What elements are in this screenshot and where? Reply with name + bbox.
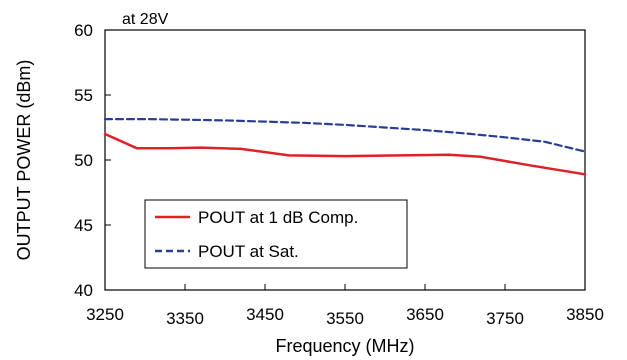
y-axis-label: OUTPUT POWER (dBm) [14,60,34,261]
x-tick-label: 3350 [166,309,204,328]
y-tick-label: 60 [74,21,93,40]
x-tick-label: 3650 [406,305,444,324]
x-tick-label: 3550 [326,309,364,328]
x-tick-label: 3250 [86,305,124,324]
legend: POUT at 1 dB Comp. POUT at Sat. [144,199,408,269]
y-tick-label: 45 [74,216,93,235]
y-axis: 40 45 50 55 60 [74,21,111,300]
y-tick-label: 50 [74,151,93,170]
legend-box [144,199,408,269]
series-lines [103,117,587,176]
y-tick-label: 40 [74,281,93,300]
legend-label: POUT at 1 dB Comp. [198,208,358,227]
x-tick-label: 3850 [566,305,604,324]
x-tick-label: 3450 [246,305,284,324]
x-axis-label: Frequency (MHz) [275,336,414,356]
x-axis: 3250 3350 3450 3550 3650 3750 3850 [86,284,604,328]
x-tick-label: 3750 [486,309,524,328]
legend-label: POUT at Sat. [198,242,299,261]
y-tick-label: 55 [74,86,93,105]
series-line-pout-sat [103,117,587,153]
series-line-pout-1db [103,132,587,176]
annotation-text: at 28V [122,11,169,28]
